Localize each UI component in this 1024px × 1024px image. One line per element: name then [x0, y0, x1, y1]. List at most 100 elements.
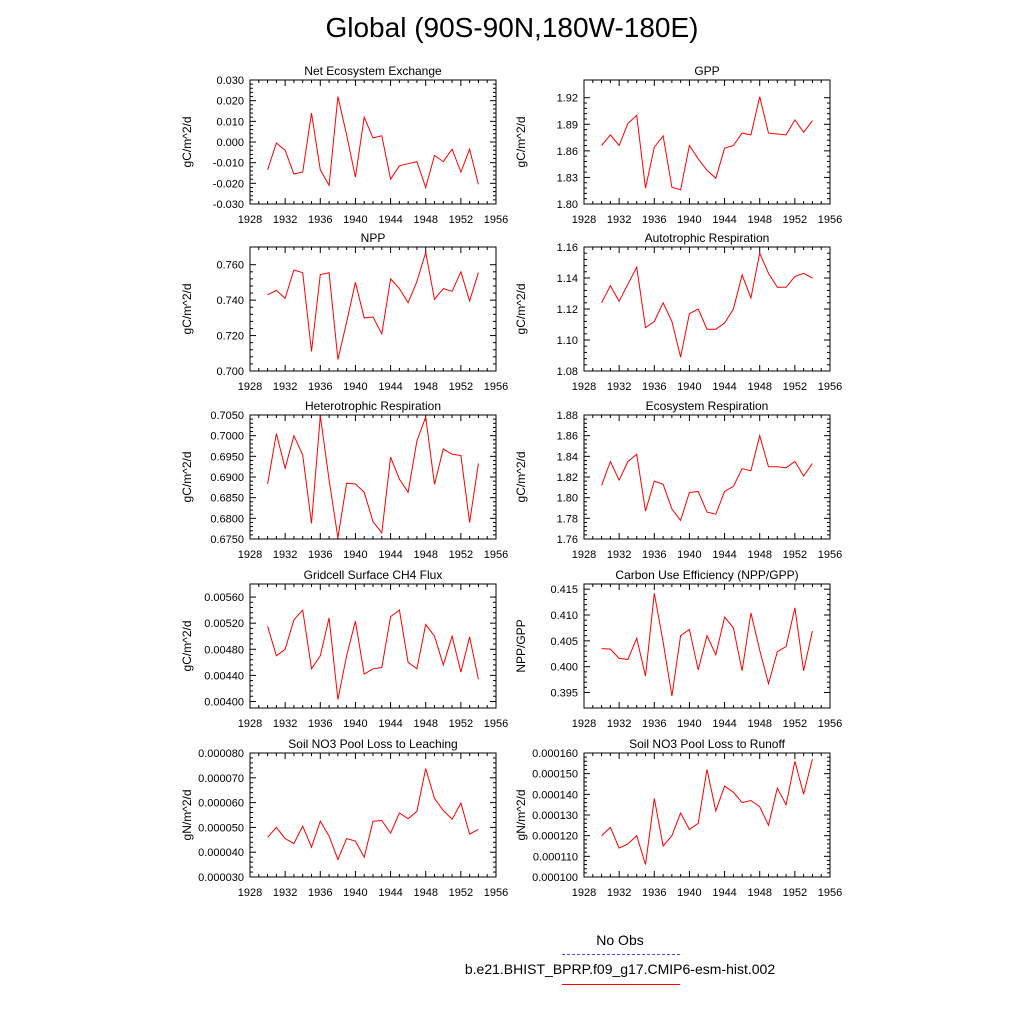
data-point [653, 797, 655, 799]
data-point [750, 470, 752, 472]
y-tick-label: 0.00520 [204, 618, 244, 630]
y-tick-label: 1.92 [557, 93, 578, 105]
data-point [636, 834, 638, 836]
series-line [267, 415, 479, 538]
data-point [477, 183, 479, 185]
data-point [732, 144, 734, 146]
data-point [363, 856, 365, 858]
data-point [389, 178, 391, 180]
data-point [759, 434, 761, 436]
x-tick-label: 1948 [747, 214, 771, 226]
data-point [671, 320, 673, 322]
chart-panel-3: NPP gC/m^2/d 1928 1932 1936 1940 1944 1948 1952 1… [180, 231, 508, 393]
data-point [688, 628, 690, 630]
data-point [442, 160, 444, 162]
x-tick-label: 1956 [818, 381, 842, 393]
data-point [794, 760, 796, 762]
data-point [407, 302, 409, 304]
data-point [662, 483, 664, 485]
x-tick-label: 1928 [572, 214, 596, 226]
series-line [601, 96, 813, 191]
data-point [653, 320, 655, 322]
x-tick-label: 1932 [273, 718, 297, 730]
data-point [398, 478, 400, 480]
x-tick-label: 1944 [378, 887, 402, 899]
data-point [381, 532, 383, 534]
data-point [653, 592, 655, 594]
data-point [785, 286, 787, 288]
data-point [319, 415, 321, 417]
y-tick-label: 0.000110 [533, 851, 578, 863]
data-point [741, 670, 743, 672]
y-tick-label: 0.000140 [532, 789, 578, 801]
x-tick-label: 1932 [607, 549, 631, 561]
data-point [284, 837, 286, 839]
data-point [451, 818, 453, 820]
y-tick-label: 0.00400 [204, 696, 244, 708]
panel-title: Autotrophic Respiration [645, 231, 770, 245]
data-point [468, 300, 470, 302]
x-tick-label: 1932 [607, 214, 631, 226]
x-tick-label: 1952 [449, 214, 473, 226]
chart-panel-2: GPP gC/m^2/d 1928 1932 1936 1940 1944 1948 1952 1… [514, 64, 842, 226]
x-tick-label: 1936 [308, 381, 332, 393]
data-point [451, 148, 453, 150]
data-point [662, 641, 664, 643]
x-tick-label: 1940 [343, 549, 367, 561]
data-point [372, 520, 374, 522]
data-point [468, 636, 470, 638]
panel-title: Soil NO3 Pool Loss to Leaching [288, 737, 457, 751]
x-tick-label: 1952 [449, 549, 473, 561]
x-tick-label: 1952 [783, 214, 807, 226]
x-tick-label: 1936 [308, 887, 332, 899]
data-point [310, 350, 312, 352]
data-point [460, 271, 462, 273]
data-point [328, 479, 330, 481]
data-point [372, 668, 374, 670]
y-tick-label: 0.00480 [204, 644, 244, 656]
x-tick-label: 1940 [677, 549, 701, 561]
series-line [601, 433, 813, 522]
x-tick-label: 1948 [413, 718, 437, 730]
panel-title: Soil NO3 Pool Loss to Runoff [629, 737, 786, 751]
data-point [776, 286, 778, 288]
y-axis-label: gC/m^2/d [180, 284, 194, 335]
y-tick-label: 0.000080 [198, 748, 244, 760]
data-point [477, 271, 479, 273]
data-point [275, 655, 277, 657]
x-tick-label: 1932 [273, 381, 297, 393]
data-point [468, 833, 470, 835]
data-point [627, 122, 629, 124]
data-point [345, 482, 347, 484]
data-point [679, 356, 681, 358]
data-point [706, 169, 708, 171]
y-tick-label: 0.415 [550, 584, 578, 596]
x-tick-label: 1952 [783, 887, 807, 899]
data-point [407, 661, 409, 663]
x-tick-label: 1944 [378, 718, 402, 730]
data-point [759, 806, 761, 808]
y-tick-label: 0.000150 [532, 769, 578, 781]
data-point [302, 271, 304, 273]
data-point [794, 607, 796, 609]
panel-title: Net Ecosystem Exchange [304, 64, 442, 78]
data-point [433, 797, 435, 799]
data-point [398, 165, 400, 167]
data-point [688, 312, 690, 314]
data-point [732, 791, 734, 793]
chart-panel-10: Soil NO3 Pool Loss to Runoff gN/m^2/d 1928… [514, 737, 842, 899]
x-tick-label: 1952 [449, 381, 473, 393]
data-point [337, 358, 339, 360]
data-point [451, 290, 453, 292]
data-point [706, 634, 708, 636]
data-point [750, 297, 752, 299]
y-tick-label: 0.000070 [198, 773, 244, 785]
series-line [601, 251, 813, 358]
data-point [354, 281, 356, 283]
data-point [609, 134, 611, 136]
plot-frame [583, 583, 831, 709]
data-point [653, 146, 655, 148]
data-point [759, 649, 761, 651]
data-point [785, 645, 787, 647]
